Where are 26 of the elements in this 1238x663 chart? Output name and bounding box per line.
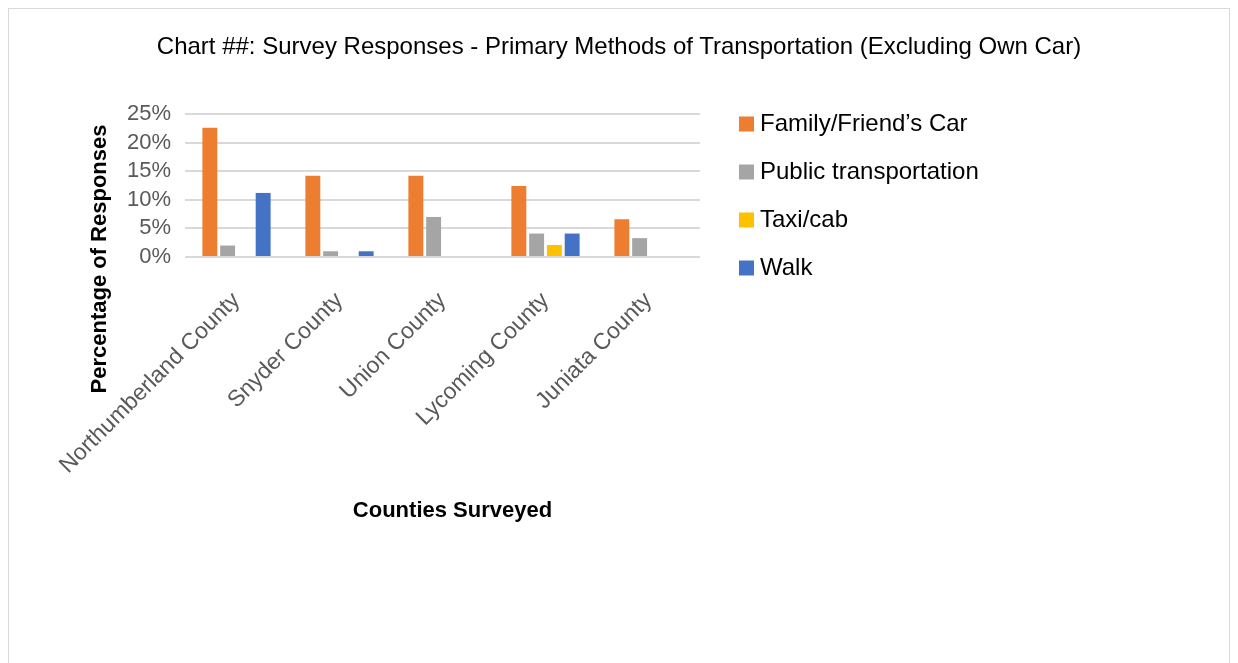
- chart-title: Chart ##: Survey Responses - Primary Methods of Transportation (Excluding Own Car): [156, 31, 1082, 59]
- bar: [546, 244, 562, 256]
- legend-label: Walk: [760, 252, 814, 280]
- legend-label: Taxi/cab: [760, 204, 849, 232]
- bar: [614, 219, 630, 256]
- y-tick-label: 0%: [139, 243, 171, 269]
- y-tick-label: 10%: [126, 185, 171, 211]
- bar: [529, 233, 545, 256]
- legend-label: Family/Friend’s Car: [760, 108, 968, 136]
- y-tick-label: 20%: [126, 128, 171, 154]
- bar: [358, 251, 374, 256]
- bar: [426, 216, 442, 256]
- x-axis-title: Counties Surveyed: [352, 497, 553, 523]
- y-tick-label: 25%: [126, 100, 171, 126]
- bar: [511, 186, 527, 256]
- bar: [323, 251, 339, 256]
- bar: [255, 192, 271, 256]
- legend-label: Public transportation: [760, 156, 979, 184]
- bar: [564, 233, 580, 256]
- y-tick-label: 5%: [139, 214, 171, 240]
- bar: [408, 175, 424, 256]
- y-tick-label: 15%: [126, 157, 171, 183]
- bar: [202, 127, 218, 256]
- bar: [305, 175, 321, 256]
- bar: [220, 245, 236, 256]
- bar: [632, 238, 648, 256]
